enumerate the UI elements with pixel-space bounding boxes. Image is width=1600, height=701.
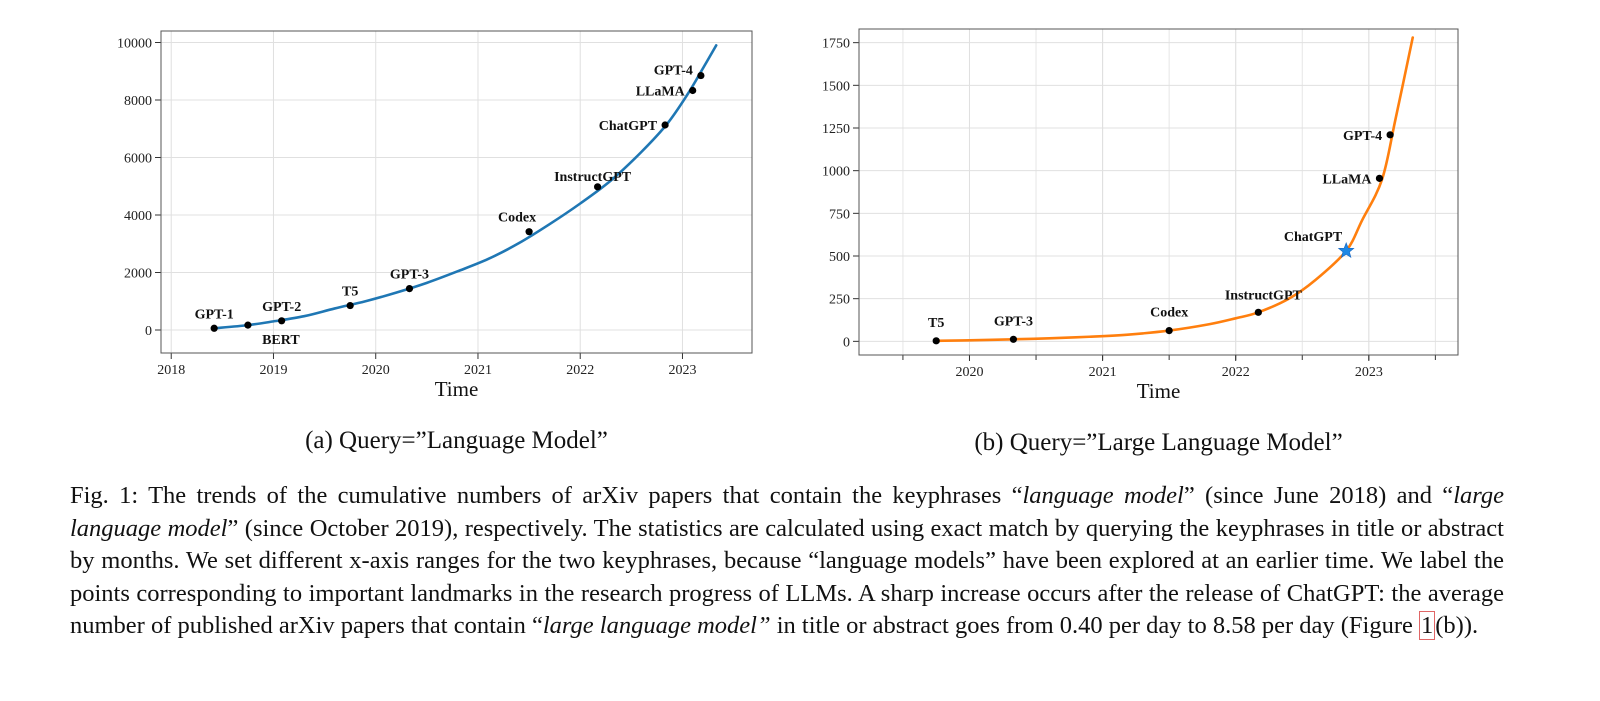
landmark-label-chatgpt: ChatGPT: [1284, 230, 1343, 245]
x-tick-label: 2022: [1222, 365, 1250, 380]
y-tick-label: 750: [829, 207, 850, 222]
landmark-point-gpt-4: [1386, 131, 1394, 139]
landmark-label-gpt-4: GPT-4: [1343, 129, 1382, 144]
landmark-point-instructgpt: [594, 183, 602, 191]
caption-text-4: in title or abstract goes from 0.40 per …: [770, 612, 1420, 640]
landmark-star-chatgpt: [1337, 242, 1355, 259]
y-tick-label: 500: [829, 250, 850, 265]
landmark-point-t5: [346, 301, 354, 310]
caption-text-5: (b)).: [1435, 612, 1479, 640]
y-tick-label: 1500: [822, 79, 850, 94]
figure-caption: Fig. 1: The trends of the cumulative num…: [70, 480, 1504, 643]
landmark-label-instructgpt: InstructGPT: [1225, 288, 1303, 303]
caption-text-3: ” (since October 2019), respectively. Th…: [70, 514, 1504, 640]
x-tick-label: 2021: [464, 363, 492, 378]
x-tick-label: 2020: [362, 363, 390, 378]
caption-text-2: ” (since June 2018) and “: [1183, 482, 1454, 509]
landmark-label-gpt-4: GPT-4: [654, 64, 693, 79]
caption-text-1: Fig. 1: The trends of the cumulative num…: [70, 482, 1023, 509]
grid: [161, 31, 752, 353]
landmark-label-gpt-3: GPT-3: [994, 314, 1033, 329]
x-tick-label: 2021: [1089, 365, 1117, 380]
caption-emphasis-2: large language model: [70, 482, 1504, 542]
caption-emphasis-1: language model: [1022, 482, 1184, 509]
subcaption: (b) Query=”Large Language Model”: [974, 429, 1342, 456]
landmark-point-gpt-3: [1009, 335, 1018, 343]
plot-frame: [858, 28, 1459, 356]
landmark-point-bert: [244, 321, 252, 329]
y-tick-label: 4000: [124, 209, 152, 224]
x-tick-label: 2023: [668, 363, 696, 378]
landmark-point-t5: [932, 337, 940, 345]
x-tick-label: 2023: [1355, 365, 1383, 380]
y-tick-label: 1000: [822, 165, 850, 180]
y-tick-label: 0: [843, 335, 850, 350]
landmark-label-t5: T5: [342, 285, 358, 300]
landmark-label-instructgpt: InstructGPT: [554, 170, 632, 185]
x-tick-label: 2018: [157, 363, 185, 378]
landmark-label-llama: LLaMA: [1322, 172, 1372, 187]
landmark-point-codex: [525, 228, 533, 236]
landmark-label-chatgpt: ChatGPT: [599, 119, 658, 134]
figure: 2018 2019 2020 2021 2022 2023 0 2000 4000 6000 800…: [117, 28, 1459, 456]
landmark-point-gpt-1: [210, 324, 218, 332]
landmark-point-codex: [1165, 326, 1173, 335]
x-axis-title: Time: [435, 377, 479, 401]
landmark-label-bert: BERT: [262, 333, 300, 348]
landmark-point-gpt-4: [697, 71, 705, 80]
y-tick-label: 1750: [822, 37, 850, 52]
landmark-point-chatgpt: [661, 121, 669, 129]
x-tick-label: 2020: [955, 365, 983, 380]
landmark-label-llama: LLaMA: [636, 85, 686, 100]
x-tick-label: 2019: [259, 363, 287, 378]
landmark-label-codex: Codex: [1150, 306, 1188, 321]
landmark-label-gpt-3: GPT-3: [390, 268, 429, 283]
y-tick-label: 6000: [124, 152, 152, 167]
y-tick-label: 10000: [117, 37, 152, 52]
subcaption: (a) Query=”Language Model”: [305, 427, 608, 454]
landmark-point-gpt-3: [405, 285, 414, 293]
y-tick-label: 0: [145, 324, 152, 339]
y-tick-label: 2000: [124, 267, 152, 282]
y-tick-label: 1250: [822, 122, 850, 137]
landmark-point-llama: [1375, 174, 1384, 182]
landmark-label-codex: Codex: [498, 211, 536, 226]
chart-large-language-model: 2020 2021 2022 2023 0 250 500 750 1000 1250 1500 17…: [822, 28, 1459, 456]
chart-language-model: 2018 2019 2020 2021 2022 2023 0 2000 4000 6000 800…: [117, 30, 753, 454]
series-line: [934, 36, 1415, 343]
x-tick-label: 2022: [566, 363, 594, 378]
y-tick-label: 250: [829, 293, 850, 308]
landmark-point-gpt-2: [278, 317, 286, 325]
figure-reference-link[interactable]: 1: [1419, 611, 1436, 641]
landmark-label-gpt-2: GPT-2: [262, 300, 301, 315]
landmark-point-llama: [689, 86, 697, 95]
x-axis-title: Time: [1137, 379, 1181, 403]
plot-frame: [160, 30, 753, 354]
landmark-label-gpt-1: GPT-1: [195, 307, 234, 322]
landmark-label-t5: T5: [928, 316, 944, 331]
y-tick-label: 8000: [124, 94, 152, 109]
grid: [859, 29, 1458, 355]
caption-emphasis-3: large language model”: [542, 612, 771, 640]
landmark-point-instructgpt: [1254, 308, 1262, 316]
